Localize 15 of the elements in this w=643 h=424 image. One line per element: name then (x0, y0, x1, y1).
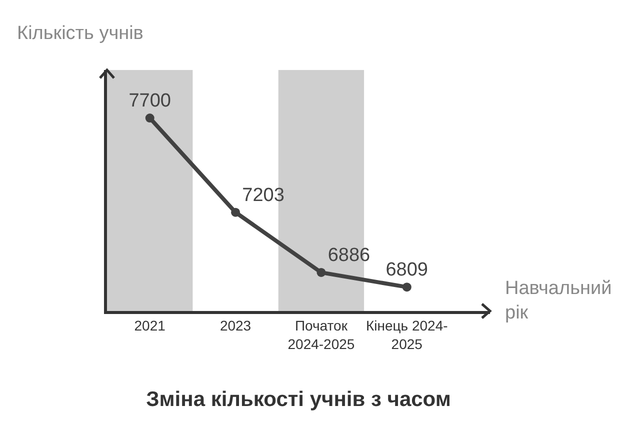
x-axis-title: Навчальний рік (505, 278, 612, 324)
text: Зміна кількості учнів з часом (146, 388, 451, 411)
data-label: 7700 (128, 90, 171, 112)
point (402, 282, 412, 292)
x-tick-label: 2023 (220, 318, 252, 334)
x-tick-label: 2021 (134, 318, 166, 334)
data-label: 7203 (242, 184, 284, 206)
y-axis-title: Кількість учнів (17, 23, 144, 44)
x-tick-label: Кінець 2024- 2025 (366, 318, 448, 352)
point (231, 208, 240, 217)
data-label: 6809 (386, 260, 428, 281)
point (145, 114, 154, 123)
data-label: 6886 (328, 245, 370, 266)
point (316, 268, 326, 277)
x-tick-label: Початок 2024-2025 (288, 318, 355, 352)
